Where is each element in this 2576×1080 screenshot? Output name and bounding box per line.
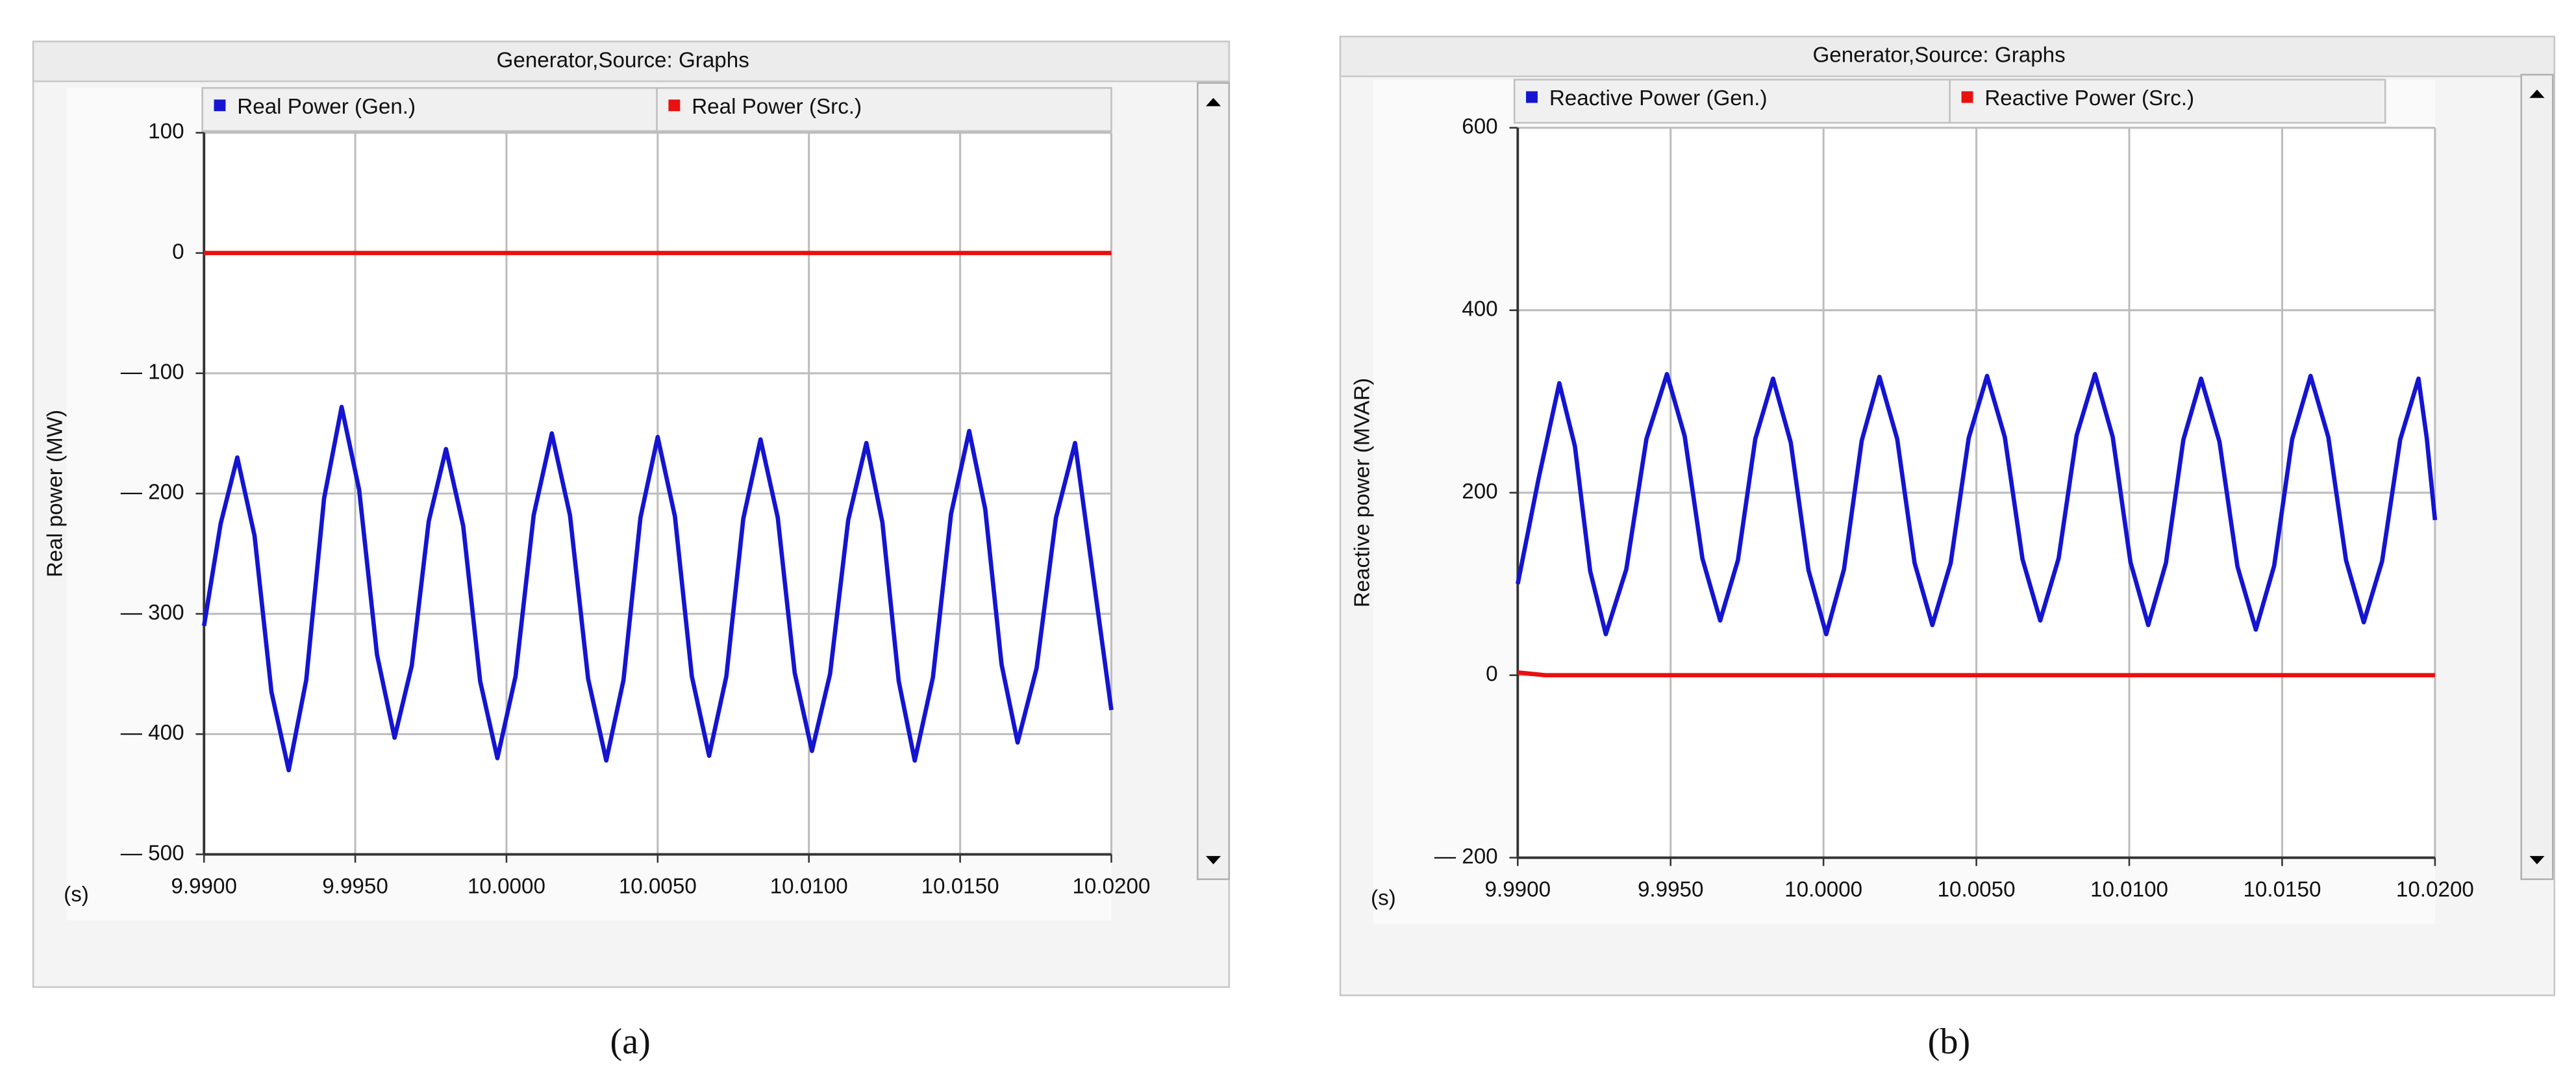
- y-axis-title: Reactive power (MVAR): [1350, 378, 1374, 607]
- x-tick-label: 10.0200: [1072, 874, 1150, 898]
- y-tick-label: 600: [1462, 114, 1497, 138]
- y-tick-label: — 300: [121, 601, 184, 625]
- y-tick-label: 100: [148, 119, 184, 144]
- data-line: [1517, 670, 2435, 678]
- scroll-down: [2529, 856, 2545, 864]
- y-tick-label: — 200: [121, 481, 184, 505]
- y-tick-label: 0: [172, 240, 184, 264]
- x-tick-label: 10.0200: [2396, 878, 2474, 902]
- legend-swatch: [1526, 91, 1538, 103]
- scrollbar: [2520, 73, 2554, 881]
- legend-label: Real Power (Src.): [692, 95, 862, 119]
- x-tick-label: 9.9900: [171, 874, 237, 898]
- caption: (a): [610, 1022, 650, 1062]
- y-tick-label: — 500: [121, 841, 184, 865]
- panel-header: [1339, 35, 2556, 77]
- legend-label: Reactive Power (Src.): [1984, 86, 2194, 110]
- x-tick-label: 9.9950: [1638, 878, 1704, 902]
- data-line: [201, 405, 1114, 773]
- x-tick-label: 10.0000: [1784, 878, 1862, 902]
- panel-title: Generator,Source: Graphs: [1812, 44, 2065, 68]
- legend-swatch: [668, 99, 681, 112]
- legend-swatch: [214, 99, 226, 112]
- legend-label: Reactive Power (Gen.): [1549, 86, 1768, 110]
- panel-header: [32, 40, 1231, 82]
- scroll-down: [1206, 856, 1221, 864]
- y-tick-label: 200: [1462, 479, 1497, 503]
- x-tick-label: 10.0000: [468, 874, 545, 898]
- x-axis-unit: (s): [1371, 886, 1396, 910]
- x-tick-label: 10.0150: [2243, 878, 2321, 902]
- x-tick-label: 10.0100: [770, 874, 848, 898]
- scrollbar: [1197, 82, 1231, 881]
- caption: (b): [1928, 1022, 1971, 1062]
- x-tick-label: 10.0050: [1938, 878, 2016, 902]
- x-tick-label: 9.9900: [1485, 878, 1551, 902]
- data-line: [1516, 371, 2438, 636]
- y-tick-label: 0: [1486, 662, 1497, 686]
- panel-title: Generator,Source: Graphs: [497, 48, 749, 72]
- legend-label: Real Power (Gen.): [237, 95, 416, 119]
- y-tick-label: — 100: [121, 360, 184, 384]
- legend-swatch: [1961, 91, 1973, 103]
- legend-cell: [656, 87, 1112, 132]
- legend-cell: [1949, 79, 2386, 124]
- x-tick-label: 10.0150: [921, 874, 999, 898]
- legend-cell: [201, 87, 658, 132]
- legend-cell: [1513, 79, 1951, 124]
- x-tick-label: 9.9950: [322, 874, 388, 898]
- x-tick-label: 10.0100: [2090, 878, 2168, 902]
- x-tick-label: 10.0050: [619, 874, 697, 898]
- scroll-up: [1206, 97, 1221, 107]
- y-tick-label: 400: [1462, 297, 1497, 321]
- y-tick-label: — 200: [1434, 844, 1498, 868]
- scroll-up: [2529, 89, 2545, 98]
- y-tick-label: — 400: [121, 721, 184, 745]
- x-axis-unit: (s): [64, 883, 89, 907]
- y-axis-title: Real power (MW): [44, 410, 68, 577]
